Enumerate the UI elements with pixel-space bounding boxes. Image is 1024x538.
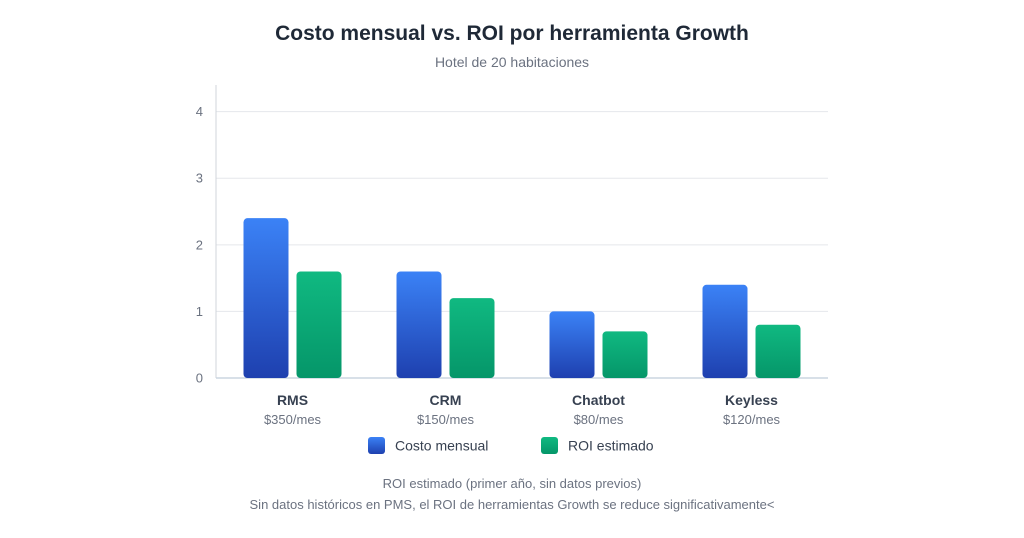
y-tick-label: 0 bbox=[196, 371, 203, 386]
chart-subtitle: Hotel de 20 habitaciones bbox=[434, 54, 590, 70]
x-category-label: Chatbot bbox=[572, 392, 625, 408]
footnote-roi-basis: ROI estimado (primer año, sin datos prev… bbox=[382, 476, 642, 491]
bar-roi-estimado-chatbot bbox=[602, 331, 648, 378]
bar-roi-estimado-crm bbox=[449, 298, 495, 378]
legend-swatch-roi-estimado bbox=[541, 437, 558, 454]
legend-swatch-costo-mensual bbox=[368, 437, 385, 454]
y-tick-label: 4 bbox=[196, 104, 203, 119]
bar-roi-estimado-keyless bbox=[755, 324, 801, 378]
x-category-sublabel: $120/mes bbox=[723, 412, 781, 427]
footnote-pms-warning: Sin datos históricos en PMS, el ROI de h… bbox=[249, 497, 775, 512]
y-tick-label: 3 bbox=[196, 171, 203, 186]
bar-roi-estimado-rms bbox=[296, 271, 342, 378]
y-tick-label: 1 bbox=[196, 304, 203, 319]
y-tick-label: 2 bbox=[196, 237, 203, 252]
legend-label-costo-mensual: Costo mensual bbox=[395, 438, 488, 454]
legend-label-roi-estimado: ROI estimado bbox=[568, 438, 654, 454]
x-category-sublabel: $150/mes bbox=[417, 412, 475, 427]
x-category-label: CRM bbox=[430, 392, 462, 408]
bar-costo-mensual-rms bbox=[243, 218, 289, 378]
x-category-sublabel: $80/mes bbox=[574, 412, 624, 427]
x-category-label: RMS bbox=[277, 392, 308, 408]
bar-costo-mensual-chatbot bbox=[549, 311, 595, 378]
x-category-label: Keyless bbox=[725, 392, 778, 408]
chart-title: Costo mensual vs. ROI por herramienta Gr… bbox=[275, 22, 749, 45]
bar-costo-mensual-keyless bbox=[702, 284, 748, 378]
bar-costo-mensual-crm bbox=[396, 271, 442, 378]
x-category-sublabel: $350/mes bbox=[264, 412, 322, 427]
